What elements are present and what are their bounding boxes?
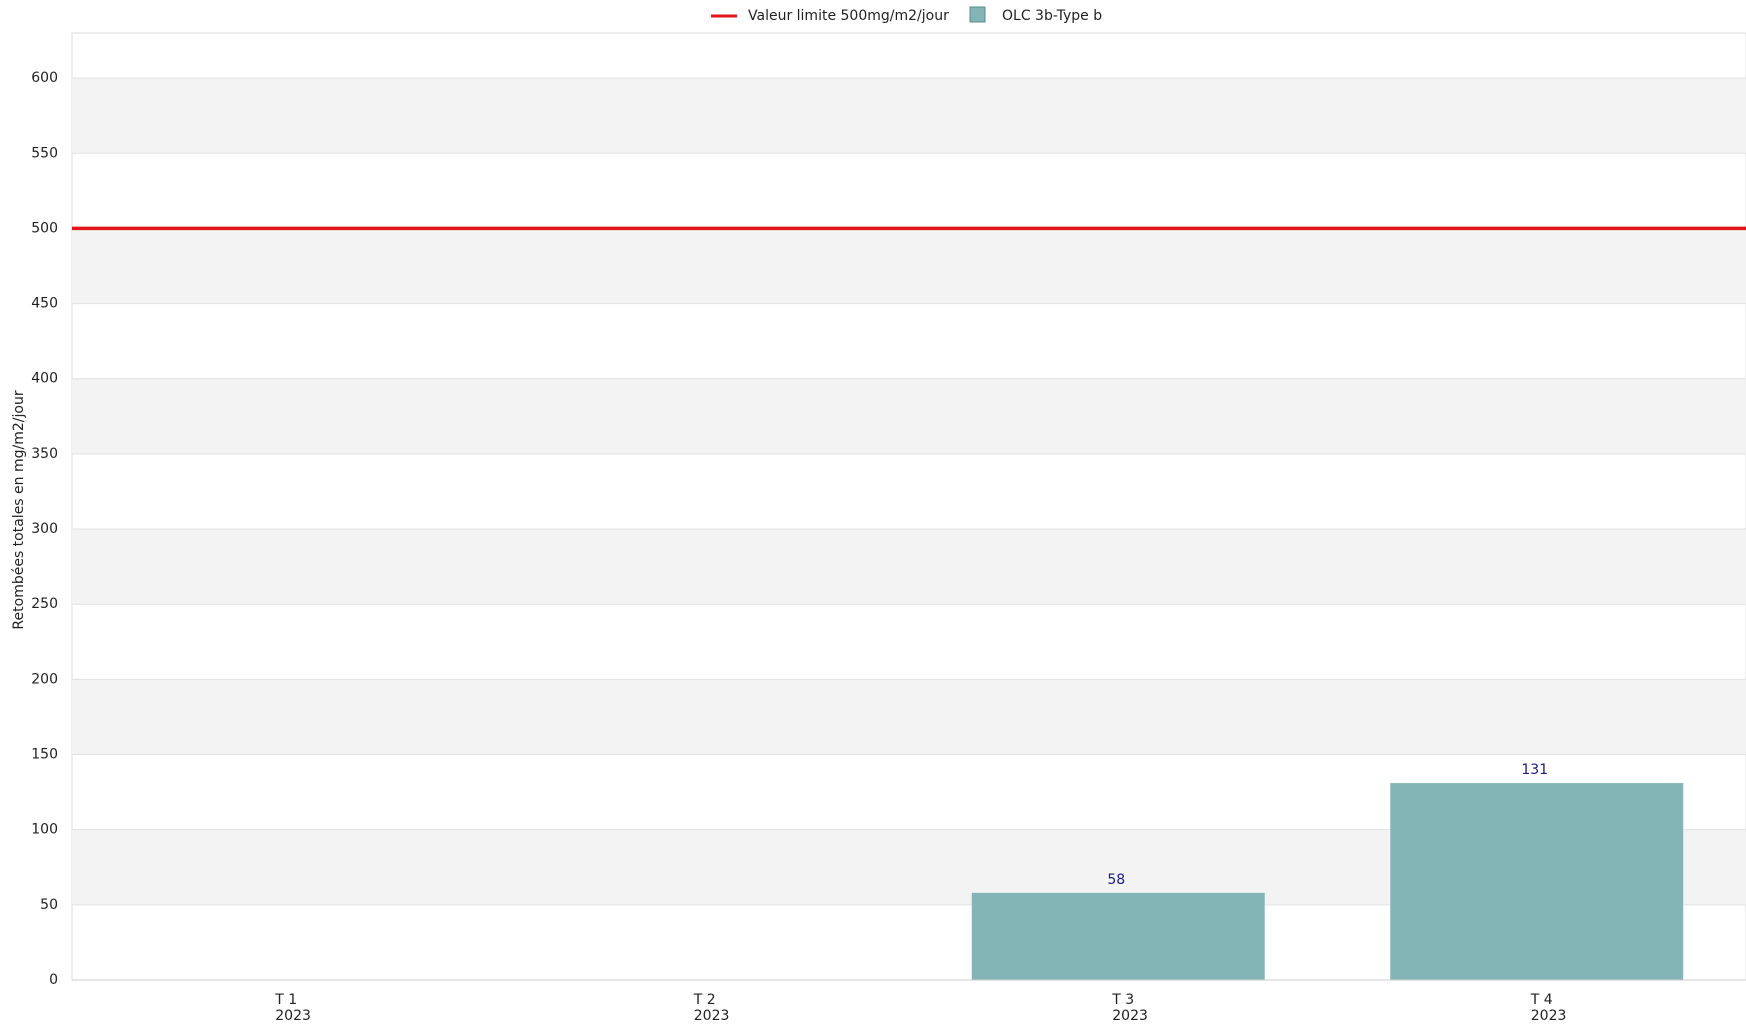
grid-band — [72, 228, 1746, 304]
y-axis-label: Retombées totales en mg/m2/jour — [11, 390, 27, 629]
x-tick-label: 2023 — [1531, 1008, 1567, 1024]
bar — [1390, 783, 1684, 980]
grid-band — [72, 529, 1746, 605]
legend-swatch — [969, 6, 986, 23]
y-tick-label: 50 — [40, 897, 58, 913]
y-tick-label: 550 — [31, 145, 58, 161]
x-tick-label: 2023 — [275, 1008, 311, 1024]
x-tick-label: T 3 — [1111, 992, 1134, 1008]
data-label: 58 — [1107, 872, 1125, 888]
y-tick-label: 300 — [31, 521, 58, 537]
y-tick-label: 450 — [31, 296, 58, 312]
y-tick-label: 500 — [31, 220, 58, 236]
y-tick-label: 350 — [31, 446, 58, 462]
legend-label: OLC 3b-Type b — [1002, 8, 1102, 24]
y-tick-label: 0 — [49, 972, 58, 988]
grid-band — [72, 679, 1746, 755]
grid-band — [72, 378, 1746, 454]
y-tick-label: 100 — [31, 822, 58, 838]
x-tick-label: T 1 — [274, 992, 297, 1008]
legend-label: Valeur limite 500mg/m2/jour — [748, 8, 949, 24]
bar — [971, 892, 1265, 980]
x-tick-label: T 2 — [693, 992, 716, 1008]
y-tick-label: 150 — [31, 747, 58, 763]
y-tick-label: 600 — [31, 70, 58, 86]
x-tick-label: T 4 — [1530, 992, 1553, 1008]
y-tick-label: 250 — [31, 596, 58, 612]
x-tick-label: 2023 — [1112, 1008, 1148, 1024]
y-tick-label: 200 — [31, 671, 58, 687]
y-tick-label: 400 — [31, 371, 58, 387]
data-label: 131 — [1521, 762, 1548, 778]
grid-band — [72, 78, 1746, 154]
x-tick-label: 2023 — [694, 1008, 730, 1024]
